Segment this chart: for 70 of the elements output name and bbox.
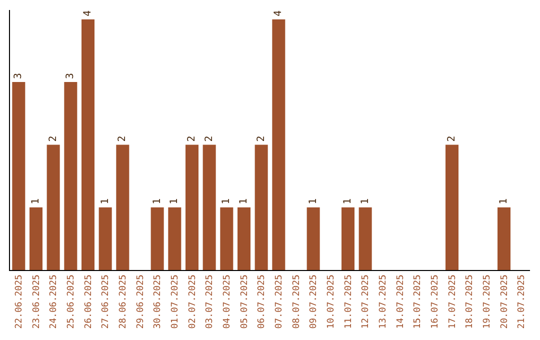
data-label: 1 <box>342 198 354 204</box>
data-label: 4 <box>82 10 94 16</box>
x-tick-label: 19.07.2025 <box>482 274 493 329</box>
data-label: 2 <box>204 136 215 142</box>
x-tick-label: 06.07.2025 <box>257 274 268 329</box>
data-label: 2 <box>256 136 267 142</box>
x-tick-label: 08.07.2025 <box>292 274 302 329</box>
x-tick-label: 14.07.2025 <box>396 274 406 329</box>
data-label: 1 <box>152 198 163 204</box>
data-label: 3 <box>65 73 76 80</box>
x-tick-label: 12.07.2025 <box>361 274 372 329</box>
x-tick-label: 11.07.2025 <box>344 274 354 329</box>
x-tick-label: 16.07.2025 <box>430 274 441 329</box>
x-tick-label: 04.07.2025 <box>222 274 233 329</box>
bar <box>238 207 250 270</box>
bar <box>498 207 510 270</box>
data-label: 1 <box>498 198 510 204</box>
data-label: 2 <box>186 136 198 142</box>
data-label: 2 <box>117 136 128 142</box>
x-tick-label: 21.07.2025 <box>517 274 528 329</box>
bar <box>202 144 216 270</box>
x-tick-label: 26.06.2025 <box>84 274 94 329</box>
bar <box>254 144 268 270</box>
x-tick-label: 28.06.2025 <box>118 274 129 329</box>
x-tick-label: 01.07.2025 <box>170 274 181 329</box>
bar <box>150 207 164 270</box>
x-tick-label: 18.07.2025 <box>465 274 476 329</box>
data-label: 1 <box>308 198 319 204</box>
x-tick-label: 22.06.2025 <box>14 274 25 329</box>
bar <box>98 207 112 270</box>
bar <box>220 207 234 270</box>
bar <box>12 82 26 270</box>
data-label: 1 <box>100 198 111 204</box>
data-label: 1 <box>238 198 250 204</box>
data-label: 2 <box>446 136 458 142</box>
bar <box>358 207 372 270</box>
bar <box>446 144 458 270</box>
x-tick-label: 23.06.2025 <box>32 274 42 329</box>
bar <box>82 19 94 270</box>
x-tick-label: 24.06.2025 <box>49 274 60 329</box>
data-label: 4 <box>273 10 284 16</box>
x-tick-label: 05.07.2025 <box>240 274 250 329</box>
data-label: 1 <box>360 198 371 204</box>
x-tick-label: 02.07.2025 <box>188 274 198 329</box>
x-tick-label: 29.06.2025 <box>136 274 146 329</box>
x-tick-label: 20.07.2025 <box>500 274 510 329</box>
x-tick-label: 15.07.2025 <box>413 274 424 329</box>
bar <box>46 144 60 270</box>
data-label: 2 <box>48 136 59 142</box>
data-label: 1 <box>221 198 232 204</box>
x-tick-label: 17.07.2025 <box>448 274 458 329</box>
bar <box>30 207 42 270</box>
data-label: 1 <box>169 198 180 204</box>
x-tick-label: 09.07.2025 <box>309 274 320 329</box>
x-tick-label: 10.07.2025 <box>326 274 337 329</box>
data-label: 1 <box>30 198 42 204</box>
x-tick-label: 07.07.2025 <box>274 274 285 329</box>
data-label: 3 <box>13 73 24 80</box>
x-tick-label: 25.06.2025 <box>66 274 77 329</box>
bar <box>168 207 182 270</box>
x-tick-label: 13.07.2025 <box>378 274 389 329</box>
bar <box>186 144 198 270</box>
bar <box>306 207 320 270</box>
x-tick-label: 03.07.2025 <box>205 274 216 329</box>
x-tick-label: 27.06.2025 <box>101 274 112 329</box>
bar <box>64 82 78 270</box>
bar <box>116 144 130 270</box>
bar <box>342 207 354 270</box>
bar <box>272 19 286 270</box>
x-tick-label: 30.06.2025 <box>153 274 164 329</box>
